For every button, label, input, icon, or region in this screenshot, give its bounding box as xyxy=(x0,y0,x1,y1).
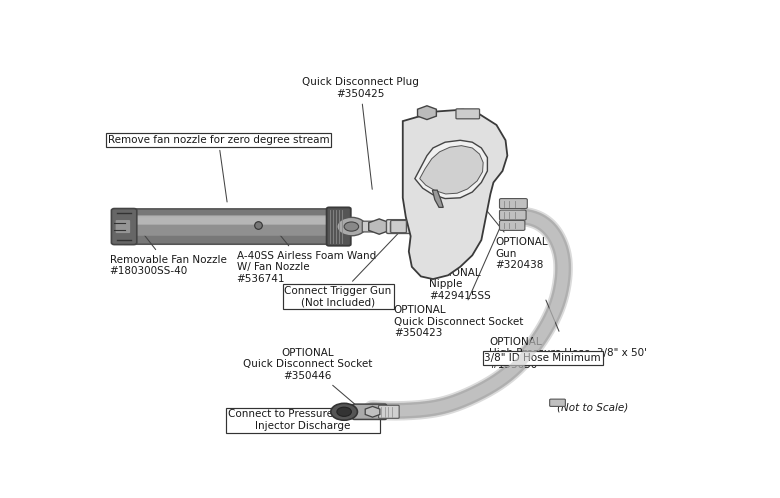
FancyBboxPatch shape xyxy=(499,210,526,220)
FancyBboxPatch shape xyxy=(499,221,525,231)
Circle shape xyxy=(331,403,357,420)
Text: Connect Trigger Gun
(Not Included): Connect Trigger Gun (Not Included) xyxy=(285,228,404,307)
Text: Removable Fan Nozzle
#180300SS-40: Removable Fan Nozzle #180300SS-40 xyxy=(109,224,226,276)
Text: A-40SS Airless Foam Wand
W/ Fan Nozzle
#536741: A-40SS Airless Foam Wand W/ Fan Nozzle #… xyxy=(236,225,376,284)
Text: OPTIONAL
Quick Disconnect Socket
#350423: OPTIONAL Quick Disconnect Socket #350423 xyxy=(394,227,523,338)
Text: Connect to Pressure Washer/
Injector Discharge: Connect to Pressure Washer/ Injector Dis… xyxy=(228,409,378,431)
FancyBboxPatch shape xyxy=(391,221,406,233)
Polygon shape xyxy=(432,190,443,207)
FancyBboxPatch shape xyxy=(362,221,373,232)
Text: (Not to Scale): (Not to Scale) xyxy=(557,403,628,413)
Text: Quick Disconnect Plug
#350425: Quick Disconnect Plug #350425 xyxy=(302,77,419,189)
Polygon shape xyxy=(365,406,380,417)
Polygon shape xyxy=(415,140,488,199)
Circle shape xyxy=(337,407,351,416)
Polygon shape xyxy=(417,106,436,120)
FancyBboxPatch shape xyxy=(550,399,566,406)
FancyBboxPatch shape xyxy=(386,220,414,234)
Polygon shape xyxy=(402,110,507,279)
FancyBboxPatch shape xyxy=(456,109,480,119)
Text: OPTIONAL
High Pressure Hose, 3/8" x 50'
#195050: OPTIONAL High Pressure Hose, 3/8" x 50' … xyxy=(489,300,647,370)
Text: Remove fan nozzle for zero degree stream: Remove fan nozzle for zero degree stream xyxy=(108,135,329,202)
Polygon shape xyxy=(420,145,483,194)
FancyBboxPatch shape xyxy=(120,209,344,244)
Circle shape xyxy=(337,217,366,236)
Text: OPTIONAL
Nipple
#429415SS: OPTIONAL Nipple #429415SS xyxy=(429,220,491,301)
Polygon shape xyxy=(369,219,390,234)
Text: OPTIONAL
Gun
#320438: OPTIONAL Gun #320438 xyxy=(485,208,548,270)
FancyBboxPatch shape xyxy=(353,404,386,419)
Text: 3/8" ID Hose Minimum: 3/8" ID Hose Minimum xyxy=(484,353,601,363)
FancyBboxPatch shape xyxy=(112,209,136,245)
FancyBboxPatch shape xyxy=(327,207,351,246)
FancyBboxPatch shape xyxy=(115,220,130,233)
FancyBboxPatch shape xyxy=(499,199,527,209)
FancyBboxPatch shape xyxy=(127,216,336,225)
FancyBboxPatch shape xyxy=(378,405,399,418)
Circle shape xyxy=(344,222,359,231)
FancyBboxPatch shape xyxy=(123,217,340,236)
Text: OPTIONAL
Quick Disconnect Socket
#350446: OPTIONAL Quick Disconnect Socket #350446 xyxy=(243,348,373,404)
